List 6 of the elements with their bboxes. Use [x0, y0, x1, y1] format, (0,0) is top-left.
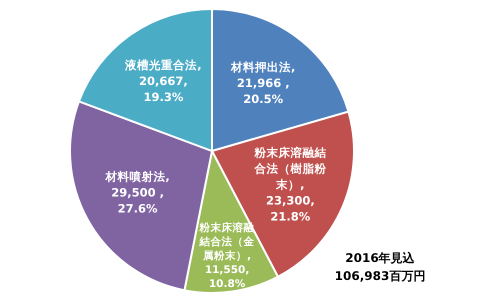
- slice-label: 材料噴射法, 29,500 , 27.6%: [104, 170, 170, 216]
- slice-label: 粉末床溶融結合法（樹脂粉末）, 23,300, 21.8%: [253, 145, 328, 224]
- text: 2016年見込: [345, 251, 416, 265]
- text: 106,983百万円: [334, 269, 426, 283]
- slice-label: 材料押出法, 21,966 , 20.5%: [230, 60, 296, 106]
- slice-label: 液槽光重合法, 20,667, 19.3%: [124, 58, 202, 104]
